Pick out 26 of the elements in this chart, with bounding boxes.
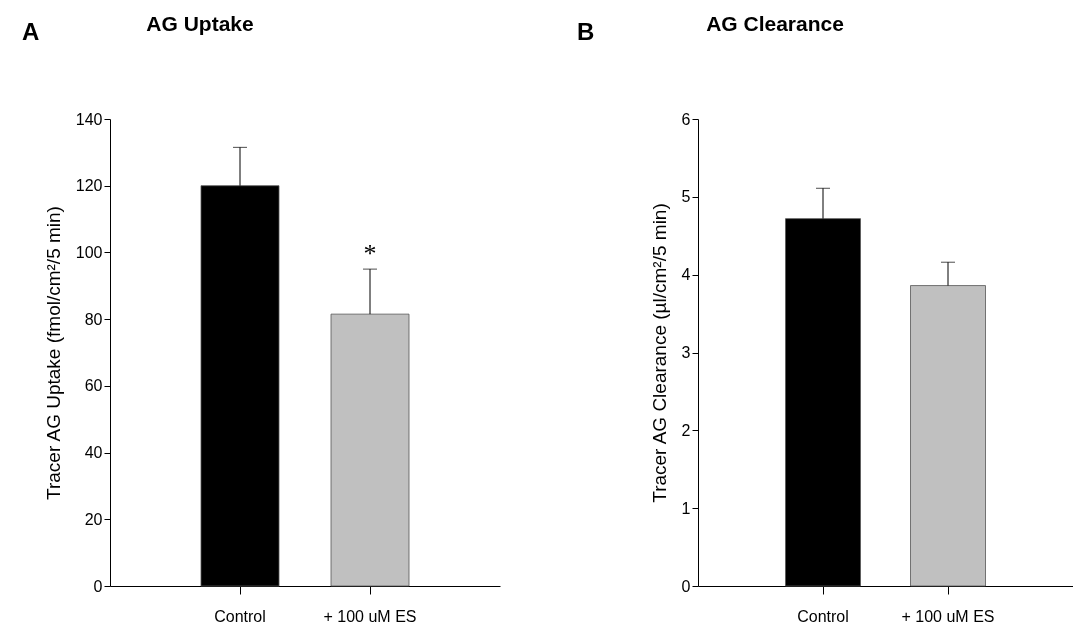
y-tick-label: 0 (681, 577, 691, 595)
y-tick-label: 2 (681, 421, 691, 439)
y-tick-label: 120 (75, 177, 103, 195)
y-axis-title: Tracer AG Clearance (µl/cm²/5 min) (648, 203, 670, 503)
x-tick-label: Control (797, 607, 849, 625)
y-tick-label: 140 (75, 110, 103, 128)
text: A (22, 18, 40, 45)
x-tick-label: + 100 uM ES (901, 607, 995, 625)
y-tick-label: 40 (84, 444, 103, 462)
x-tick-label: Control (214, 607, 266, 625)
y-tick-label: 6 (681, 110, 691, 128)
y-tick-label: 100 (75, 243, 103, 261)
y-tick-label: 1 (681, 499, 691, 517)
y-axis-title: Tracer AG Uptake (fmol/cm²/5 min) (42, 206, 64, 500)
chart-title: AG Clearance (706, 12, 844, 35)
y-tick-label: 0 (93, 577, 103, 595)
y-tick-label: 3 (681, 344, 691, 361)
text: B (577, 18, 595, 45)
y-tick-label: 5 (681, 188, 691, 206)
y-tick-label: 4 (681, 266, 691, 284)
y-tick-label: 80 (84, 310, 103, 328)
y-tick-label: 60 (84, 377, 103, 395)
x-tick-label: + 100 uM ES (323, 607, 417, 625)
annotation: * (363, 239, 377, 269)
y-tick-label: 20 (84, 510, 103, 528)
chart-title: AG Uptake (146, 12, 254, 35)
